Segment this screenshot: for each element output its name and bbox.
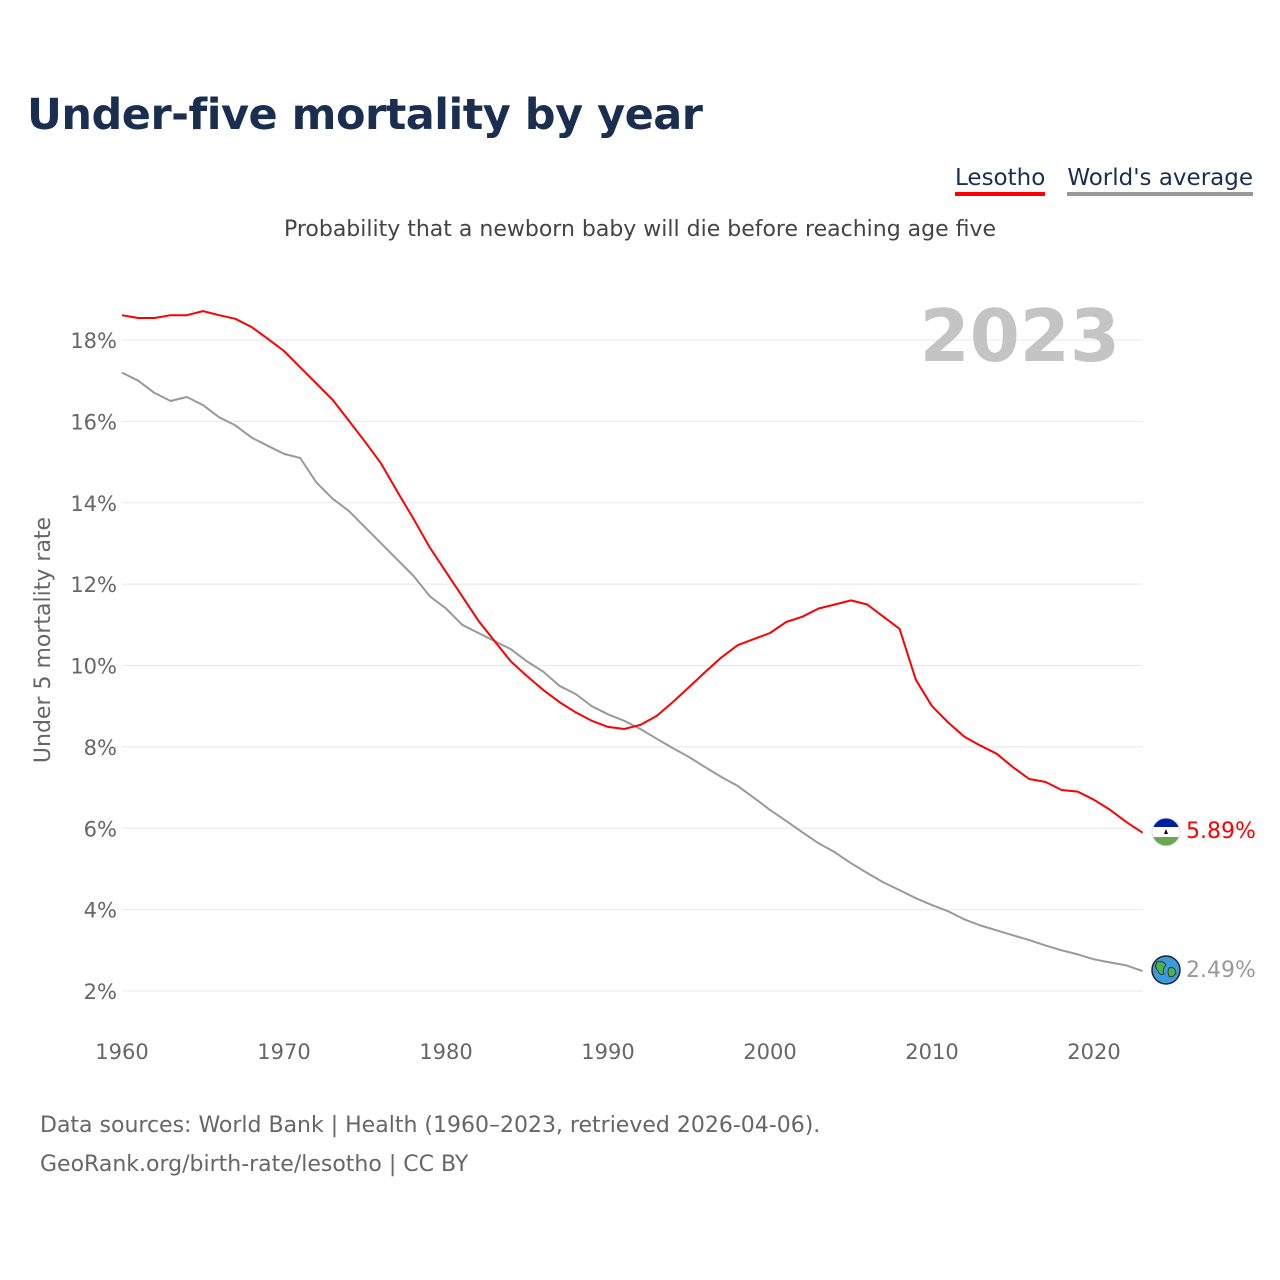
globe-icon [1151, 955, 1181, 985]
y-tick-label: 18% [70, 329, 117, 353]
y-axis-label: Under 5 mortality rate [31, 517, 56, 763]
x-tick-label: 1990 [581, 1040, 634, 1064]
chart-subtitle: Probability that a newborn baby will die… [283, 217, 997, 242]
source-line-1: Data sources: World Bank | Health (1960–… [40, 1113, 821, 1138]
x-tick-label: 1980 [419, 1040, 472, 1064]
year-watermark: 2023 [920, 294, 1120, 378]
y-tick-label: 10% [70, 655, 117, 679]
y-tick-label: 12% [70, 573, 117, 597]
lesotho-flag-icon [1151, 817, 1181, 847]
lesotho-end-label: 5.89% [1186, 819, 1256, 844]
x-tick-label: 1960 [95, 1040, 148, 1064]
y-tick-label: 4% [84, 899, 117, 923]
world-end-label: 2.49% [1186, 958, 1256, 983]
y-tick-label: 6% [84, 817, 117, 841]
source-line-2[interactable]: GeoRank.org/birth-rate/lesotho | CC BY [40, 1152, 469, 1177]
y-tick-label: 14% [70, 492, 117, 516]
x-tick-label: 2010 [905, 1040, 958, 1064]
source-note: Data sources: World Bank | Health (1960–… [40, 1106, 820, 1184]
legend: Lesotho World's average [955, 165, 1253, 196]
world-average-line [121, 371, 1143, 973]
y-tick-label: 16% [70, 410, 117, 434]
x-tick-label: 2020 [1067, 1040, 1120, 1064]
y-tick-label: 8% [84, 736, 117, 760]
y-tick-label: 2% [84, 980, 117, 1004]
lesotho-line [121, 310, 1144, 834]
x-tick-label: 2000 [743, 1040, 796, 1064]
chart-title: Under-five mortality by year [27, 90, 703, 140]
legend-lesotho[interactable]: Lesotho [955, 165, 1046, 196]
x-tick-label: 1970 [257, 1040, 310, 1064]
legend-world[interactable]: World's average [1067, 165, 1253, 196]
